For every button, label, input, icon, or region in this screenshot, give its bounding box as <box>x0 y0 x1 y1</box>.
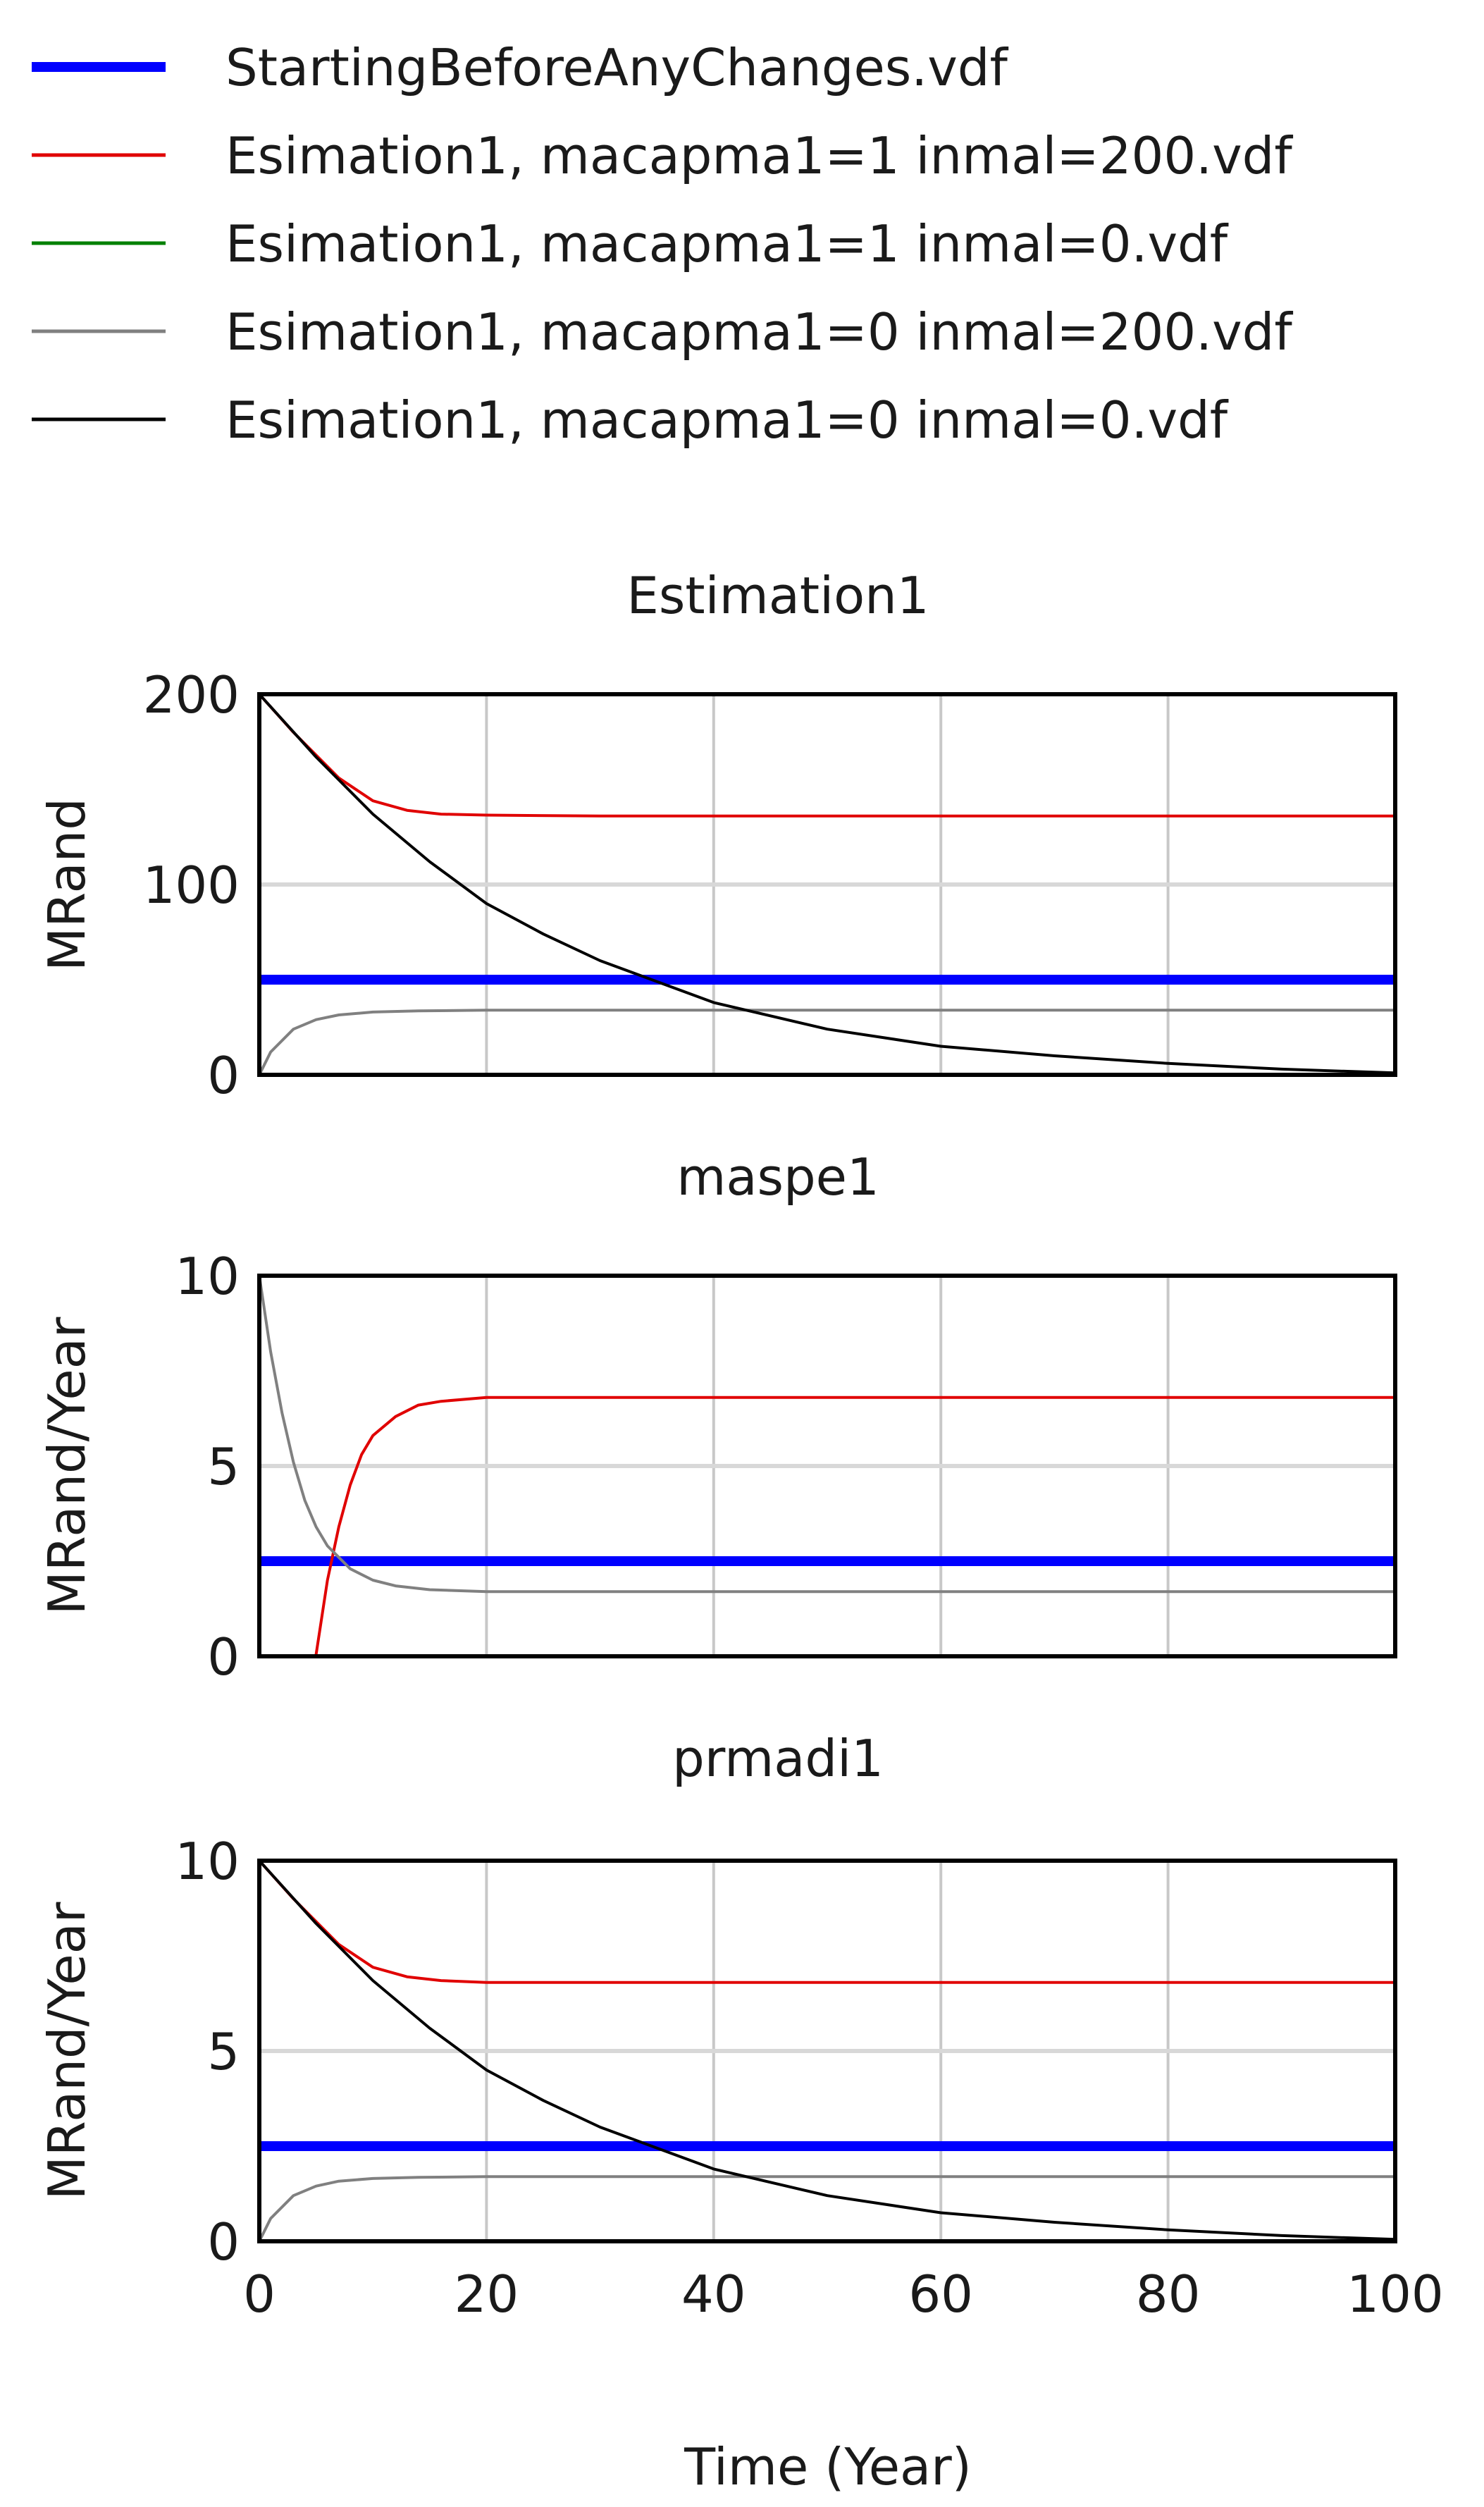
y-tick-label: 10 <box>175 1247 240 1306</box>
y-axis-label: MRand <box>37 798 97 971</box>
legend-entry: Esimation1, macapma1=0 inmal=0.vdf <box>32 390 1229 450</box>
x-tick-label: 40 <box>681 2265 746 2324</box>
series-line <box>258 693 1396 1075</box>
x-axis-label: Time (Year) <box>684 2437 972 2496</box>
y-tick-label: 5 <box>207 1437 240 1496</box>
legend-label: Esimation1, macapma1=0 inmal=200.vdf <box>225 302 1293 362</box>
y-tick-label: 5 <box>207 2022 240 2081</box>
legend-label: StartingBeforeAnyChanges.vdf <box>225 38 1009 97</box>
series-line <box>258 1275 1395 1594</box>
chart-title: prmadi1 <box>672 1729 884 1788</box>
chart-panel: prmadi1 0 5 10 MRand/Year 0 20 40 60 80 100 <box>37 1729 1444 2324</box>
legend-entry: Esimation1, macapma1=0 inmal=200.vdf <box>32 302 1293 362</box>
legend-label: Esimation1, macapma1=1 inmal=200.vdf <box>225 126 1293 185</box>
charts: Estimation10100200MRandmaspe10510MRand/Y… <box>37 566 1444 2324</box>
chart-panel: maspe1 0 5 10 MRand/Year <box>37 1147 1397 1687</box>
y-tick-label: 0 <box>207 2212 240 2272</box>
x-tick-label: 80 <box>1136 2265 1201 2324</box>
chart-panel: Estimation1 0 100 200 MRand <box>37 566 1397 1105</box>
legend-label: Esimation1, macapma1=0 inmal=0.vdf <box>225 390 1229 450</box>
chart-title: Estimation1 <box>626 566 929 625</box>
x-tick-label: 60 <box>908 2265 973 2324</box>
y-tick-label: 200 <box>143 665 240 725</box>
plot-frame <box>257 1274 1397 1658</box>
series-line <box>258 1859 1396 2241</box>
legend-entry: StartingBeforeAnyChanges.vdf <box>32 38 1009 97</box>
plot-frame <box>257 1859 1397 2243</box>
legend-entry: Esimation1, macapma1=1 inmal=200.vdf <box>32 126 1293 185</box>
chart-title: maspe1 <box>676 1147 879 1207</box>
legend-label: Esimation1, macapma1=1 inmal=0.vdf <box>225 214 1229 273</box>
y-tick-label: 10 <box>175 1832 240 1891</box>
series-line <box>259 1396 1395 1658</box>
y-axis-label: MRand/Year <box>37 1317 97 1615</box>
legend-entry: Esimation1, macapma1=1 inmal=0.vdf <box>32 214 1229 273</box>
y-tick-label: 100 <box>143 856 240 915</box>
x-tick-label: 20 <box>455 2265 519 2324</box>
y-axis-label: MRand/Year <box>37 1902 97 2200</box>
x-tick-label: 0 <box>243 2265 276 2324</box>
series-line <box>258 1009 1395 1076</box>
series-line <box>258 2175 1395 2242</box>
x-tick-label: 100 <box>1347 2265 1443 2324</box>
y-tick-label: 0 <box>207 1627 240 1687</box>
y-tick-label: 0 <box>207 1046 240 1105</box>
plot-frame <box>257 692 1397 1077</box>
legend: StartingBeforeAnyChanges.vdf Esimation1, … <box>32 38 1293 450</box>
